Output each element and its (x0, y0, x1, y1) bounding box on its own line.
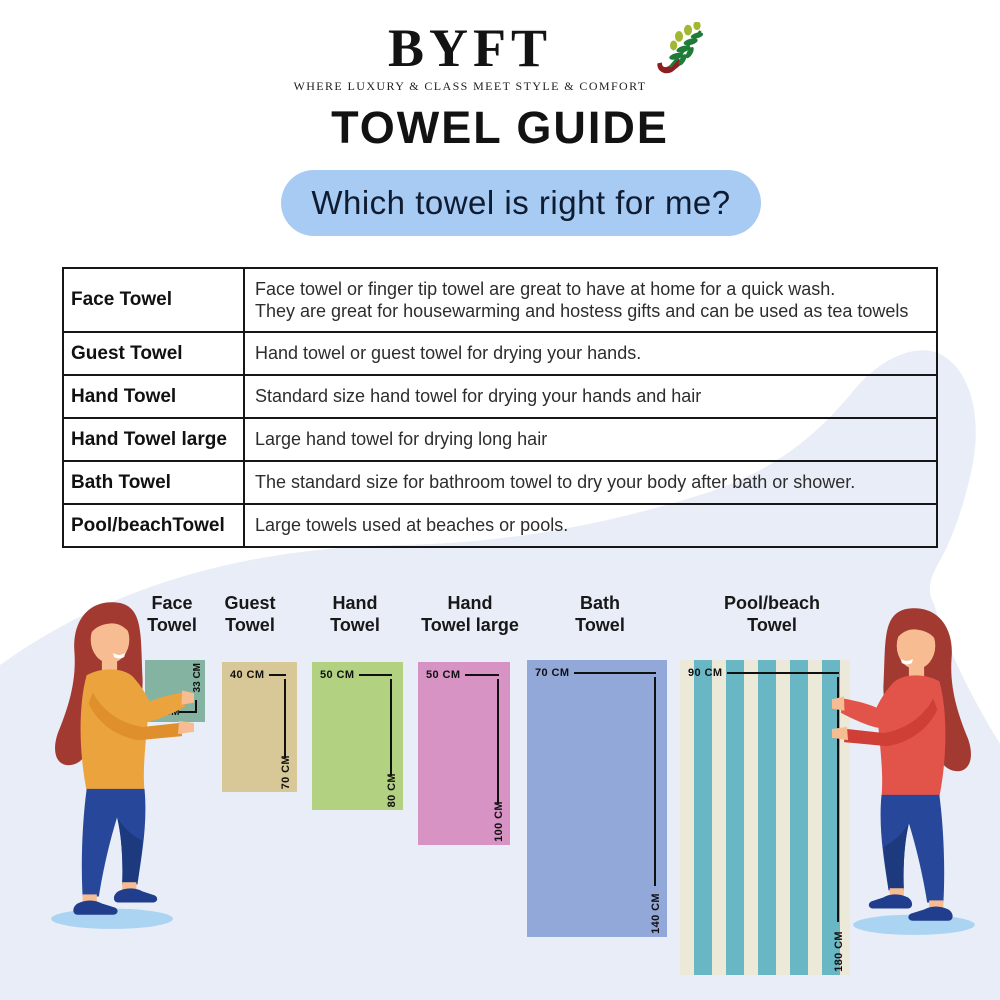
towel-chart-label-hand-large: Hand Towel large (400, 592, 540, 636)
towel-chart-label-hand: Hand Towel (305, 592, 405, 636)
width-dimension-label: 50 CM (426, 668, 461, 681)
label-line: Pool/beach (723, 593, 821, 613)
page-title: TOWEL GUIDE (331, 101, 669, 153)
dimension-line (837, 677, 839, 922)
table-row: Bath Towel The standard size for bathroo… (62, 460, 938, 505)
dimension-line (390, 679, 392, 776)
towel-description-cell: Standard size hand towel for drying your… (243, 374, 938, 419)
towel-swatch-pool-beach: 90 CM 180 CM (680, 660, 850, 975)
dimension-line (574, 671, 656, 674)
towel-swatch-bath: 70 CM 140 CM (527, 660, 667, 937)
width-dimension-label: 70 CM (535, 666, 570, 679)
towel-chart-label-pool: Pool/beach Towel (702, 592, 842, 636)
towel-chart-label-bath: Bath Towel (550, 592, 650, 636)
towel-type-cell: Guest Towel (62, 331, 245, 376)
width-dimension-label: 90 CM (688, 666, 723, 679)
towel-table: Face Towel Face towel or finger tip towe… (62, 267, 938, 548)
label-line: Hand (447, 593, 493, 613)
brand-tagline: WHERE LUXURY & CLASS MEET STYLE & COMFOR… (293, 78, 647, 93)
width-dimension-label: 50 CM (320, 668, 355, 681)
towel-type-cell: Hand Towel (62, 374, 245, 419)
dimension-line (195, 700, 197, 712)
towel-swatch-guest: 40 CM 70 CM (222, 662, 297, 792)
towel-type-cell: Hand Towel large (62, 417, 245, 462)
table-row: Guest Towel Hand towel or guest towel fo… (62, 331, 938, 376)
question-text: Which towel is right for me? (311, 184, 731, 221)
height-dimension-label: 80 CM (386, 772, 398, 807)
dimension-line (284, 679, 286, 758)
label-line: Bath (580, 593, 620, 613)
towel-description-cell: Face towel or finger tip towel are great… (243, 267, 938, 333)
towel-chart-label-face: Face Towel (122, 592, 222, 636)
dimension-line (465, 673, 499, 676)
dimension-line (497, 679, 499, 804)
width-dimension-label: 40 CM (230, 668, 265, 681)
width-dimension: 90 CM (688, 666, 839, 679)
header: BYFT WHERE LUXURY & CLASS MEET STYLE & C… (0, 0, 1000, 154)
towel-description-cell: Hand towel or guest towel for drying you… (243, 331, 938, 376)
question-banner: Which towel is right for me? (281, 170, 761, 236)
label-line: Towel (747, 615, 797, 635)
dimension-line (727, 671, 839, 674)
towel-type-cell: Pool/beachTowel (62, 503, 245, 548)
dimension-line (269, 673, 286, 676)
label-line: Towel (147, 615, 197, 635)
towel-description-cell: The standard size for bathroom towel to … (243, 460, 938, 505)
height-dimension-label: 140 CM (650, 893, 662, 934)
woman-illustration-right (832, 608, 975, 935)
dimension-line (179, 711, 197, 713)
label-line: Guest (224, 593, 276, 613)
woman-illustration-left (51, 602, 194, 929)
dimension-line (359, 673, 392, 676)
towel-description-cell: Large towels used at beaches or pools. (243, 503, 938, 548)
width-dimension: 70 CM (535, 666, 656, 679)
table-row: Pool/beachTowel Large towels used at bea… (62, 503, 938, 548)
dimension-line (654, 677, 656, 886)
brand-name: BYFT (387, 18, 553, 78)
brand-text-block: BYFT WHERE LUXURY & CLASS MEET STYLE & C… (293, 20, 646, 94)
table-row: Hand Towel large Large hand towel for dr… (62, 417, 938, 462)
width-dimension: 50 CM (320, 668, 392, 681)
label-line: Towel large (421, 615, 519, 635)
width-dimension: 50 CM (426, 668, 499, 681)
towel-chart-label-guest: Guest Towel (200, 592, 300, 636)
label-line: Towel (575, 615, 625, 635)
label-line: Face (151, 593, 193, 613)
brand-logo: BYFT WHERE LUXURY & CLASS MEET STYLE & C… (0, 20, 1000, 94)
towel-swatch-hand-large: 50 CM 100 CM (418, 662, 510, 845)
towel-description-cell: Large hand towel for drying long hair (243, 417, 938, 462)
leaf-branch-icon (656, 22, 703, 74)
table-row: Hand Towel Standard size hand towel for … (62, 374, 938, 419)
towel-type-cell: Face Towel (62, 267, 245, 333)
table-row: Face Towel Face towel or finger tip towe… (62, 267, 938, 333)
width-dimension: 40 CM (230, 668, 286, 681)
height-dimension-label: 70 CM (280, 754, 292, 789)
height-dimension-label: 100 CM (493, 801, 505, 842)
label-line: Towel (225, 615, 275, 635)
label-line: Hand (332, 593, 378, 613)
towel-type-cell: Bath Towel (62, 460, 245, 505)
label-line: Towel (330, 615, 380, 635)
towel-swatch-hand: 50 CM 80 CM (312, 662, 403, 810)
